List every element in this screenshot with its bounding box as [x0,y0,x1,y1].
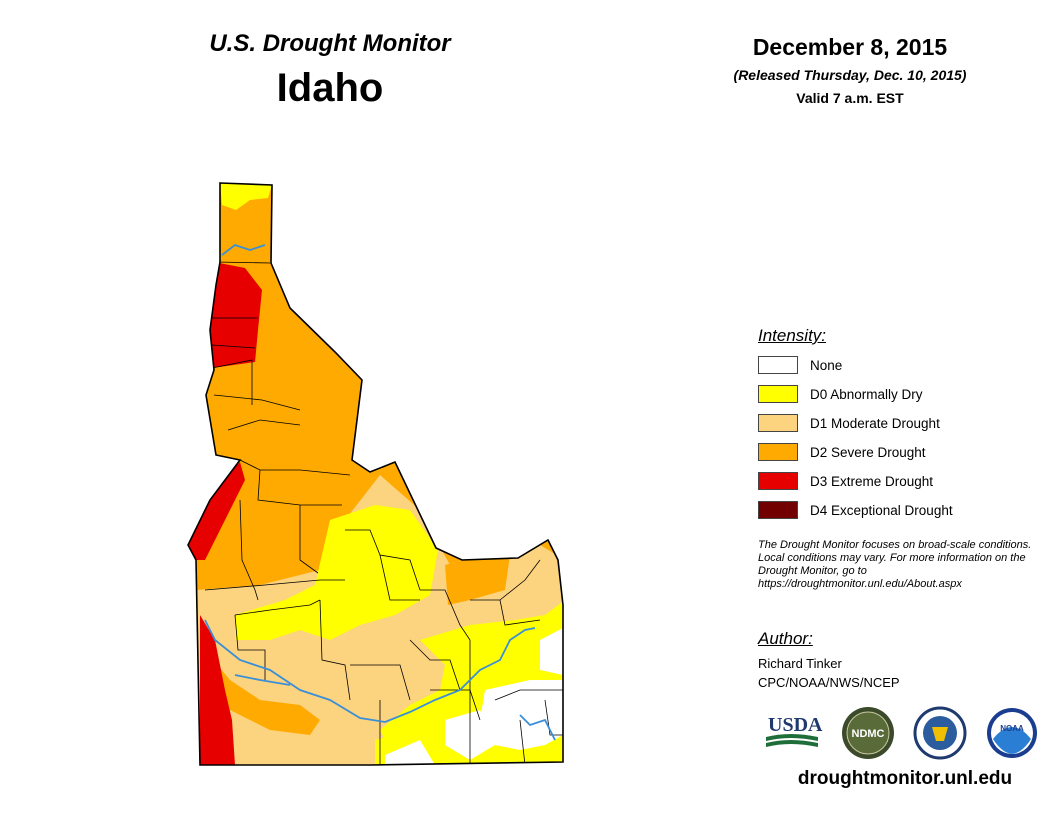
usda-logo: USDA [766,714,823,747]
legend-label: D4 Exceptional Drought [810,502,953,518]
d3-region-west-central [188,462,245,560]
legend-swatch [758,414,798,432]
ndmc-logo-text: NDMC [852,728,885,740]
legend-item-none: None [758,355,842,375]
map-date: December 8, 2015 [752,34,948,60]
d0-region-north [220,183,272,210]
legend-swatch [758,385,798,403]
legend-item-d4: D4 Exceptional Drought [758,500,953,520]
legend-label: None [810,357,843,373]
legend-item-d0: D0 Abnormally Dry [758,384,923,404]
author-name: Richard Tinker [758,656,842,671]
d3-region-panhandle [210,262,262,368]
product-title: U.S. Drought Monitor [209,30,451,57]
d3-region-southwest [200,615,235,765]
author-heading: Author: [758,629,813,648]
none-region-bottom [385,740,435,765]
legend-swatch [758,356,798,374]
website-url[interactable]: droughtmonitor.unl.edu [797,768,1013,789]
rivers [204,243,556,741]
d2-patch-east [445,555,510,605]
valid-time: Valid 7 a.m. EST [796,90,904,106]
state-border [187,182,564,766]
partner-logos: USDA NDMC NOAA [766,706,1037,760]
legend-label: D3 Extreme Drought [810,473,934,489]
legend-label: D1 Moderate Drought [810,415,940,431]
d0-region-central [235,505,438,640]
legend-swatch [758,472,798,490]
commerce-seal-icon [913,706,967,760]
legend-title: Intensity: [758,326,827,345]
county-lines [204,261,563,765]
legend-item-d1: D1 Moderate Drought [758,413,940,433]
none-region-east [540,628,563,675]
noaa-logo-text: NOAA [1000,724,1024,733]
legend-swatch [758,443,798,461]
legend-item-d3: D3 Extreme Drought [758,471,933,491]
d2-patch-southwest [205,650,320,735]
release-date: (Released Thursday, Dec. 10, 2015) [733,67,967,83]
ndmc-logo: NDMC [842,707,894,759]
legend-item-d2: D2 Severe Drought [758,442,926,462]
legend-swatch [758,501,798,519]
idaho-drought-map [187,182,564,766]
disclaimer-text: The Drought Monitor focuses on broad-sca… [758,539,1032,590]
legend-label: D2 Severe Drought [810,444,926,460]
author-org: CPC/NOAA/NWS/NCEP [758,675,900,690]
noaa-logo: NOAA [987,708,1037,758]
usda-logo-text: USDA [768,714,823,736]
legend-label: D0 Abnormally Dry [810,386,923,402]
state-title: Idaho [276,66,384,110]
